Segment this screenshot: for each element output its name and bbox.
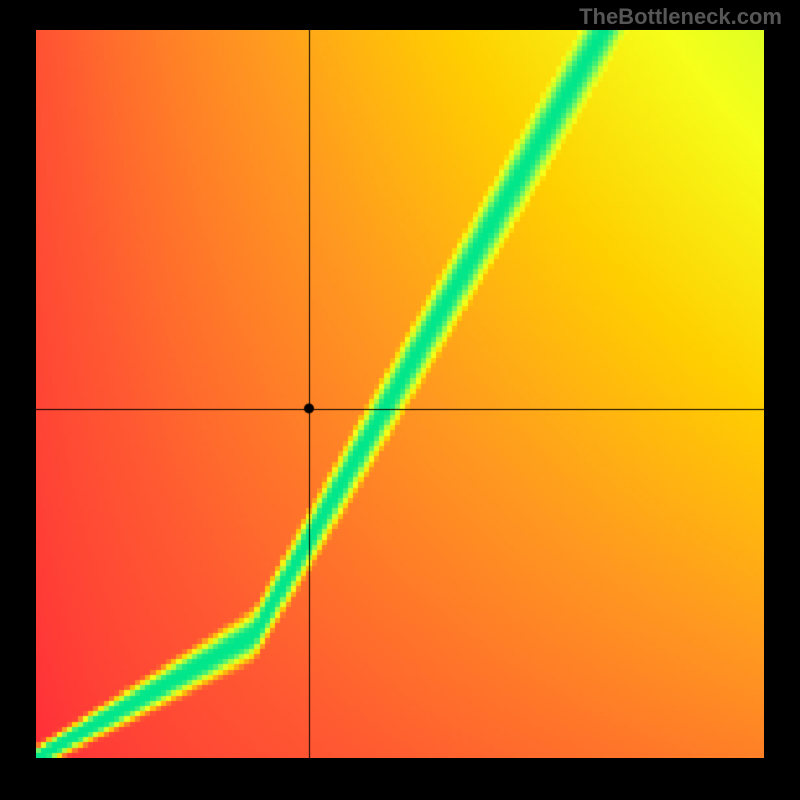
plot-area [36,30,764,758]
chart-frame: TheBottleneck.com [0,0,800,800]
heatmap-canvas [36,30,764,758]
watermark-text: TheBottleneck.com [579,4,782,30]
